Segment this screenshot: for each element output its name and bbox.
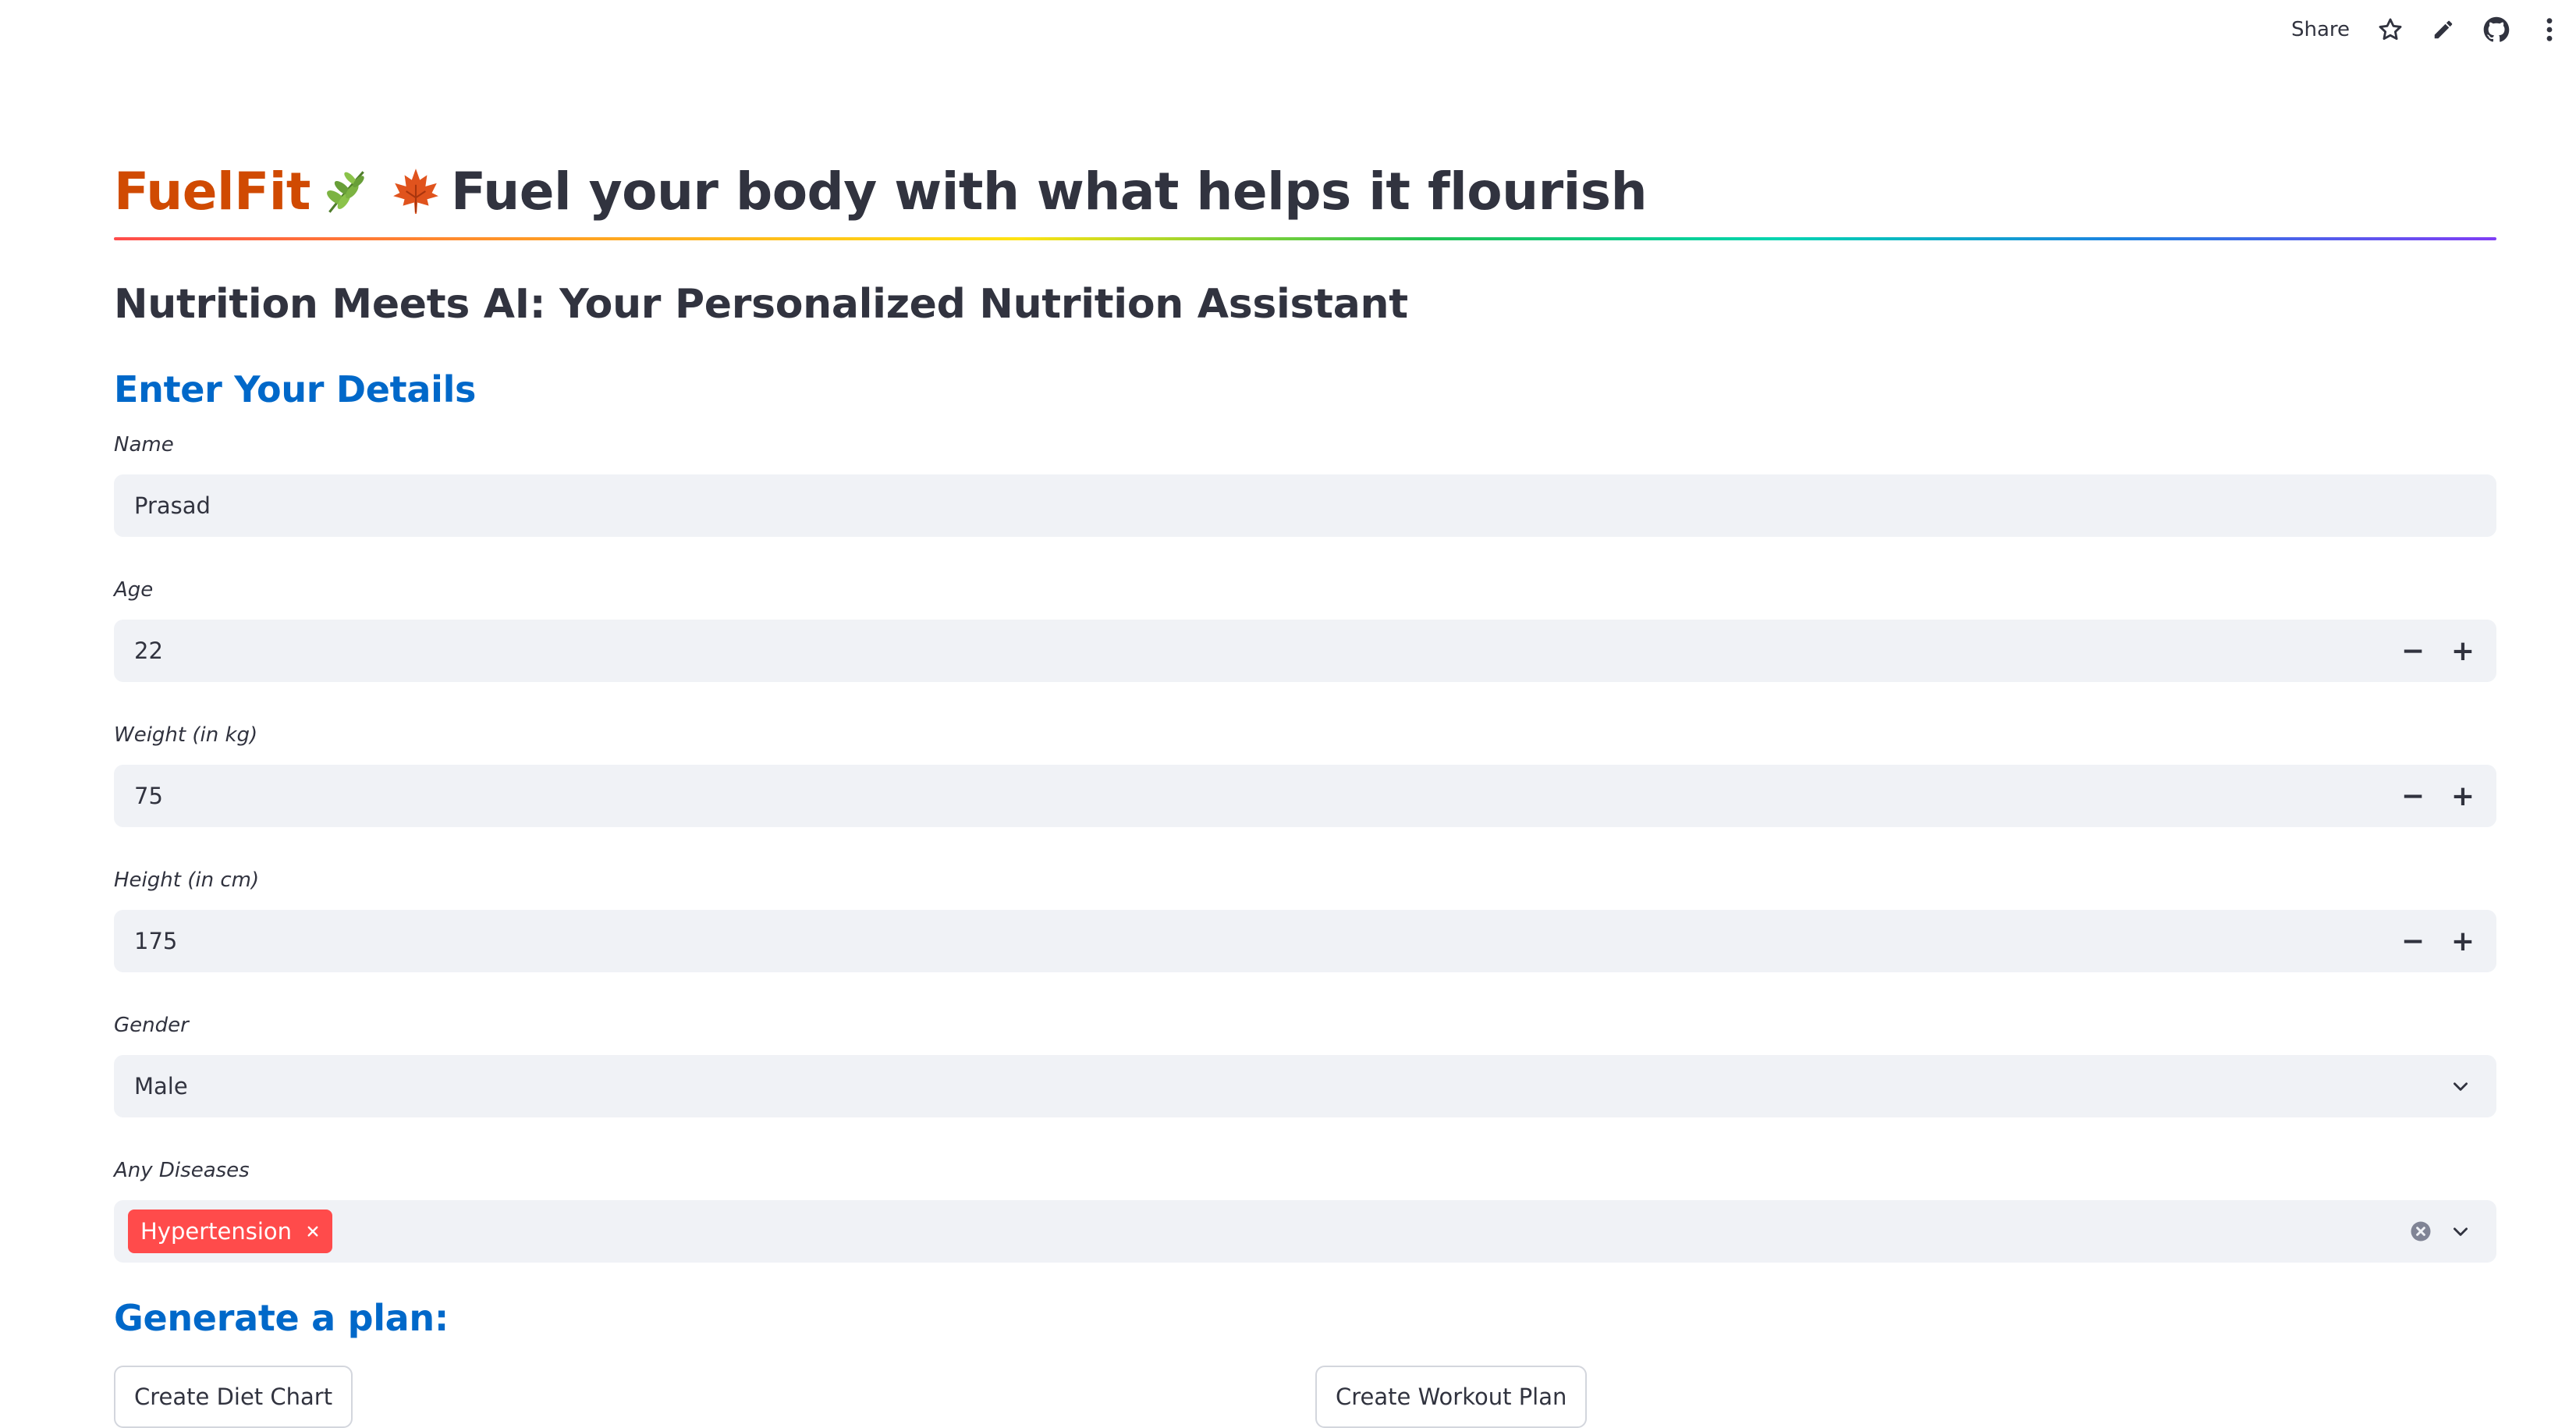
title-divider (114, 237, 2496, 240)
plan-heading: Generate a plan: (114, 1297, 449, 1339)
main-content: FuelFit Fuel your body with what helps i… (114, 148, 2496, 1428)
share-button[interactable]: Share (2290, 18, 2350, 41)
gender-label: Gender (114, 1014, 189, 1037)
weight-increment-button[interactable]: + (2450, 780, 2475, 812)
age-stepper: − + (2392, 630, 2484, 672)
name-input[interactable]: Prasad (114, 474, 2496, 537)
gender-field: Gender Male (114, 1010, 2496, 1117)
diseases-field: Any Diseases Hypertension (114, 1155, 2496, 1263)
age-value[interactable]: 22 (134, 638, 163, 664)
age-increment-button[interactable]: + (2450, 634, 2475, 667)
chevron-down-icon[interactable] (2445, 1071, 2476, 1102)
weight-field: Weight (in kg) 75 − + (114, 719, 2496, 827)
brand-name: FuelFit (114, 161, 310, 222)
weight-label: Weight (in kg) (114, 723, 258, 747)
herb-icon (320, 165, 371, 217)
create-diet-chart-button[interactable]: Create Diet Chart (114, 1366, 353, 1428)
weight-decrement-button[interactable]: − (2400, 780, 2425, 812)
edit-icon[interactable] (2428, 14, 2459, 45)
name-label: Name (114, 433, 174, 456)
name-value[interactable]: Prasad (134, 492, 211, 519)
clear-all-icon[interactable] (2409, 1220, 2432, 1243)
selected-tag: Hypertension (128, 1210, 333, 1253)
diseases-label: Any Diseases (114, 1159, 250, 1182)
multiselect-controls (2409, 1216, 2476, 1247)
subheader: Nutrition Meets AI: Your Personalized Nu… (114, 281, 1408, 328)
more-icon[interactable] (2534, 14, 2565, 45)
age-field: Age 22 − + (114, 574, 2496, 682)
weight-value[interactable]: 75 (134, 783, 163, 809)
age-decrement-button[interactable]: − (2400, 634, 2425, 667)
height-stepper: − + (2392, 920, 2484, 962)
height-label: Height (in cm) (114, 869, 260, 892)
plan-buttons: Create Diet Chart Create Workout Plan (114, 1366, 2496, 1428)
tag-label: Hypertension (140, 1218, 293, 1245)
details-heading: Enter Your Details (114, 368, 477, 410)
app-toolbar: Share (2291, 11, 2565, 48)
remove-tag-icon[interactable] (306, 1224, 320, 1238)
gender-value: Male (134, 1073, 188, 1099)
create-workout-plan-button[interactable]: Create Workout Plan (1315, 1366, 1588, 1428)
star-icon[interactable] (2375, 14, 2406, 45)
github-icon[interactable] (2481, 14, 2512, 45)
height-increment-button[interactable]: + (2450, 925, 2475, 957)
age-label: Age (114, 578, 154, 602)
gender-select[interactable]: Male (114, 1055, 2496, 1117)
age-input[interactable]: 22 − + (114, 620, 2496, 682)
height-value[interactable]: 175 (134, 928, 178, 954)
chevron-down-icon[interactable] (2445, 1216, 2476, 1247)
maple-leaf-icon (390, 165, 442, 217)
name-field: Name Prasad (114, 429, 2496, 537)
diseases-multiselect[interactable]: Hypertension (114, 1200, 2496, 1263)
tagline: Fuel your body with what helps it flouri… (450, 161, 1648, 222)
page-title: FuelFit Fuel your body with what helps i… (114, 148, 2496, 234)
weight-input[interactable]: 75 − + (114, 765, 2496, 827)
weight-stepper: − + (2392, 775, 2484, 817)
height-field: Height (in cm) 175 − + (114, 865, 2496, 972)
height-decrement-button[interactable]: − (2400, 925, 2425, 957)
diseases-selected: Hypertension (128, 1210, 2409, 1253)
height-input[interactable]: 175 − + (114, 910, 2496, 972)
